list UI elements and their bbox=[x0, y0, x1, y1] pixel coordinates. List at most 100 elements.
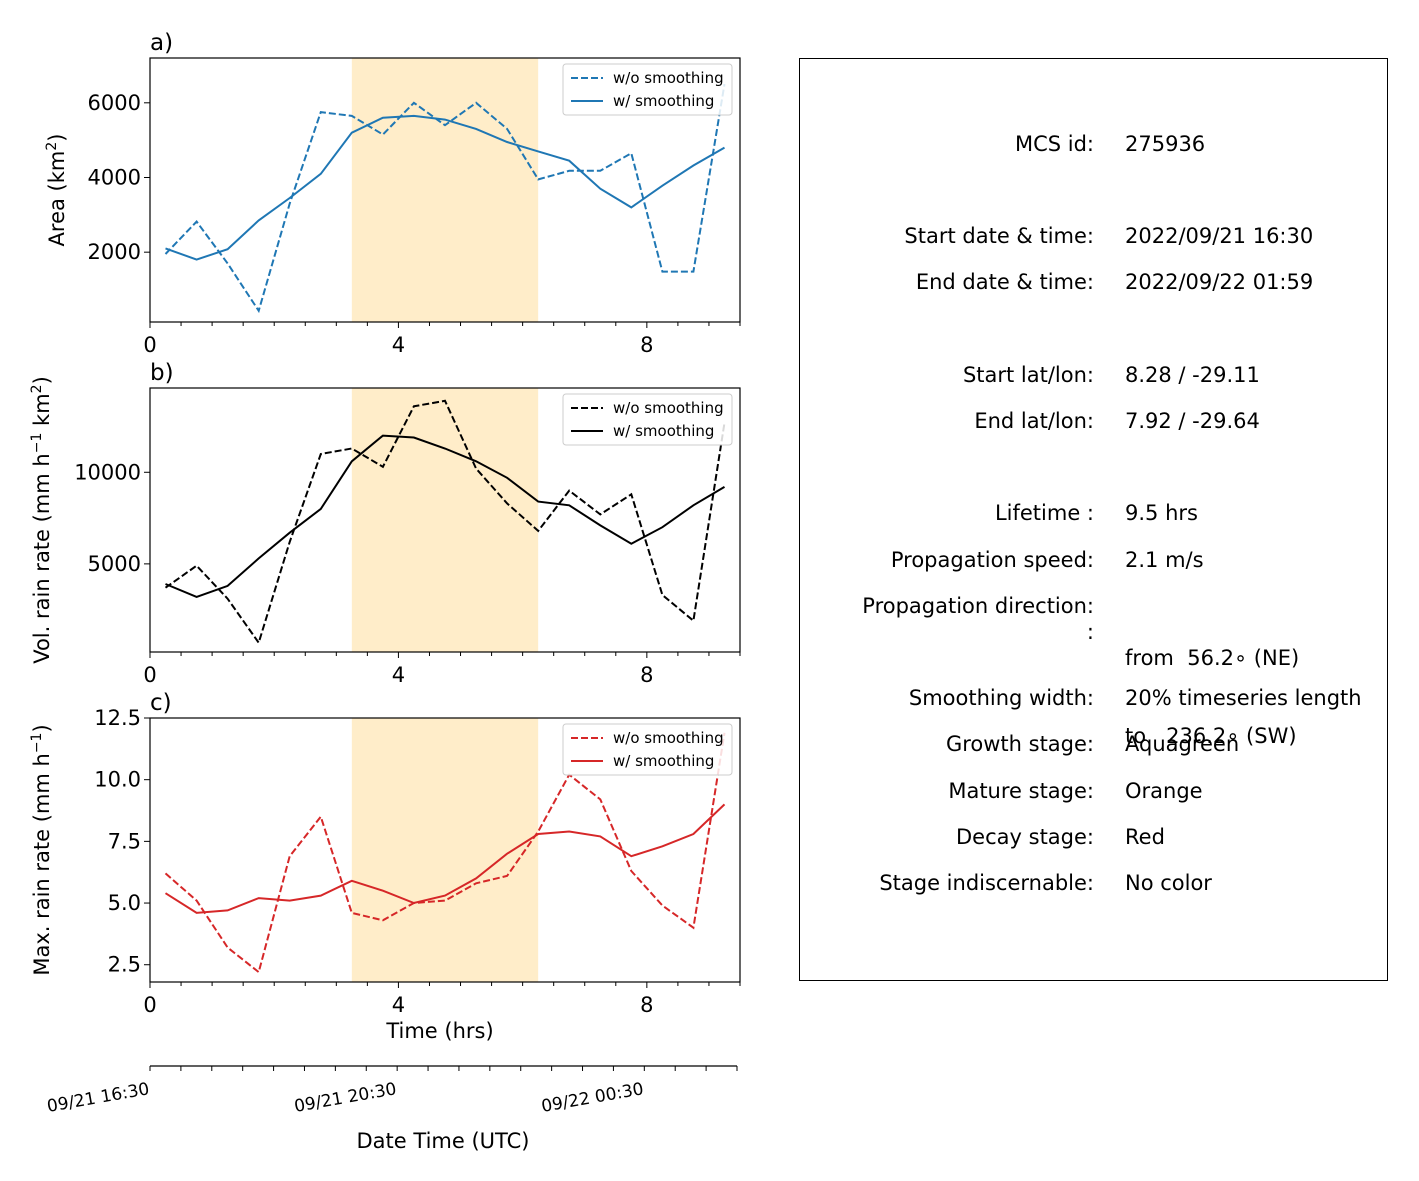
info-label: Propagation direction: : bbox=[862, 593, 1094, 645]
x-axis-label: Time (hrs) bbox=[385, 1019, 493, 1043]
y-tick-label: 6000 bbox=[88, 91, 141, 115]
axes-frame bbox=[149, 717, 741, 983]
legend-box bbox=[562, 63, 733, 116]
info-value: Aquagreen bbox=[1125, 732, 1240, 756]
info-value: 7.92 / -29.64 bbox=[1125, 409, 1260, 433]
x-tick-label: 0 bbox=[143, 333, 156, 357]
panel-label: b) bbox=[150, 360, 174, 386]
y-tick-label: 2000 bbox=[88, 240, 141, 264]
datetime-tick-label: 09/21 16:30 bbox=[46, 1079, 151, 1117]
info-value: Red bbox=[1125, 825, 1165, 849]
legend: w/o smoothing w/ smoothing bbox=[562, 63, 733, 116]
y-tick-label: 2.5 bbox=[108, 953, 141, 977]
datetime-tick-label: 09/22 00:30 bbox=[540, 1079, 645, 1117]
panel-label: a) bbox=[150, 30, 173, 56]
panel-a-area: 0 4 8 2000 4000 6000 a) Area (km2) w/o smoothing… bbox=[44, 30, 741, 357]
y-tick-label: 5000 bbox=[88, 552, 141, 576]
mature-stage-shading bbox=[351, 718, 539, 982]
info-label: Growth stage: bbox=[945, 732, 1094, 756]
y-tick-label: 5.0 bbox=[108, 891, 141, 915]
panel-label: c) bbox=[150, 690, 172, 716]
info-label: Start lat/lon: bbox=[962, 363, 1094, 387]
legend-label: w/o smoothing bbox=[613, 729, 724, 747]
info-value: 2.1 m/s bbox=[1125, 548, 1204, 572]
info-value: 20% timeseries length bbox=[1125, 686, 1362, 710]
info-value: 2022/09/21 16:30 bbox=[1125, 224, 1314, 248]
series-line-without-smoothing bbox=[164, 399, 726, 645]
datetime-tick-label: 09/21 20:30 bbox=[293, 1079, 398, 1117]
y-axis-label-text: ) bbox=[30, 724, 54, 732]
series-line-with-smoothing bbox=[165, 434, 726, 598]
y-tick-label: 7.5 bbox=[108, 829, 141, 853]
series-line-with-smoothing bbox=[165, 114, 725, 261]
y-axis-label-superscript: −1 bbox=[29, 733, 45, 754]
info-label: Smoothing width: bbox=[908, 686, 1094, 710]
info-label: Lifetime : bbox=[994, 501, 1094, 525]
info-label: End lat/lon: bbox=[974, 409, 1094, 433]
legend-label: w/ smoothing bbox=[613, 752, 714, 770]
y-tick-label: 4000 bbox=[88, 165, 141, 189]
legend-label: w/ smoothing bbox=[613, 422, 714, 440]
info-label-line2: : bbox=[1086, 620, 1094, 644]
datetime-axis: 09/21 16:30 09/21 20:30 09/22 00:30 Date Ti… bbox=[46, 1065, 738, 1153]
info-label: Propagation speed: bbox=[890, 548, 1094, 572]
panel-b-volumetric-rain-rate: 0 4 8 5000 10000 b) Vol. rain rate (mm h−1 km2… bbox=[29, 360, 741, 687]
series-line-with-smoothing bbox=[164, 803, 726, 914]
y-axis-label: Vol. rain rate (mm h−1 km2) bbox=[29, 376, 54, 664]
axes-frame bbox=[149, 387, 741, 653]
info-value-line1: from 56.2∘ (NE) bbox=[1125, 646, 1300, 670]
legend-box bbox=[562, 723, 733, 776]
info-label: Decay stage: bbox=[956, 825, 1094, 849]
info-value: Orange bbox=[1125, 779, 1203, 803]
info-value: 8.28 / -29.11 bbox=[1125, 363, 1260, 387]
y-axis-label-text: km bbox=[30, 393, 54, 432]
info-value: from 56.2∘ (NE) to 236.2∘ (SW) bbox=[1125, 593, 1299, 801]
info-value: No color bbox=[1125, 871, 1212, 895]
y-axis-label: Area (km2) bbox=[44, 134, 69, 247]
series-line-without-smoothing bbox=[164, 83, 726, 314]
mature-stage-shading bbox=[351, 58, 539, 322]
info-label: Start date & time: bbox=[904, 224, 1094, 248]
y-axis-label-text: Max. rain rate (mm h bbox=[30, 753, 54, 976]
y-axis-label-text: Area (km bbox=[45, 151, 69, 247]
x-tick-label: 4 bbox=[392, 993, 405, 1017]
legend: w/o smoothing w/ smoothing bbox=[562, 393, 733, 446]
x-tick-label: 4 bbox=[392, 663, 405, 687]
info-label: Mature stage: bbox=[948, 779, 1094, 803]
info-value: 9.5 hrs bbox=[1125, 501, 1198, 525]
legend-box bbox=[562, 393, 733, 446]
x-tick-label: 0 bbox=[143, 663, 156, 687]
y-tick-label: 12.5 bbox=[94, 706, 141, 730]
x-tick-label: 8 bbox=[640, 993, 653, 1017]
legend-label: w/o smoothing bbox=[613, 69, 724, 87]
series-line-without-smoothing bbox=[164, 732, 726, 974]
panel-c-max-rain-rate: 0 4 8 2.5 5.0 7.5 10.0 12.5 c) Max. rain rate (mm… bbox=[29, 690, 741, 1043]
x-tick-label: 8 bbox=[640, 663, 653, 687]
y-axis-label-superscript: 2 bbox=[29, 384, 45, 393]
info-label-line1: Propagation direction: bbox=[862, 594, 1094, 618]
info-label: Stage indiscernable: bbox=[879, 871, 1094, 895]
y-axis-label-text: ) bbox=[30, 376, 54, 384]
datetime-axis-label: Date Time (UTC) bbox=[357, 1129, 530, 1153]
y-axis-label: Max. rain rate (mm h−1) bbox=[29, 724, 54, 975]
y-tick-label: 10000 bbox=[74, 460, 141, 484]
legend-label: w/o smoothing bbox=[613, 399, 724, 417]
info-value: 275936 bbox=[1125, 132, 1206, 156]
info-label: End date & time: bbox=[915, 270, 1094, 294]
info-value-line2: to 236.2∘ (SW) bbox=[1125, 724, 1297, 748]
mature-stage-shading bbox=[351, 388, 539, 652]
legend-label: w/ smoothing bbox=[613, 92, 714, 110]
y-axis-label-superscript: 2 bbox=[44, 142, 60, 151]
x-tick-label: 0 bbox=[143, 993, 156, 1017]
info-value: 2022/09/22 01:59 bbox=[1125, 270, 1314, 294]
y-tick-label: 10.0 bbox=[94, 768, 141, 792]
mcs-info-panel: MCS id: 275936 Start date & time: 2022/0… bbox=[799, 58, 1388, 981]
y-axis-label-text: ) bbox=[45, 134, 69, 142]
y-axis-label-superscript: −1 bbox=[29, 433, 45, 454]
x-tick-label: 4 bbox=[392, 333, 405, 357]
x-tick-label: 8 bbox=[640, 333, 653, 357]
legend: w/o smoothing w/ smoothing bbox=[562, 723, 733, 776]
info-label: MCS id: bbox=[1014, 132, 1094, 156]
y-axis-label-text: Vol. rain rate (mm h bbox=[30, 453, 54, 664]
